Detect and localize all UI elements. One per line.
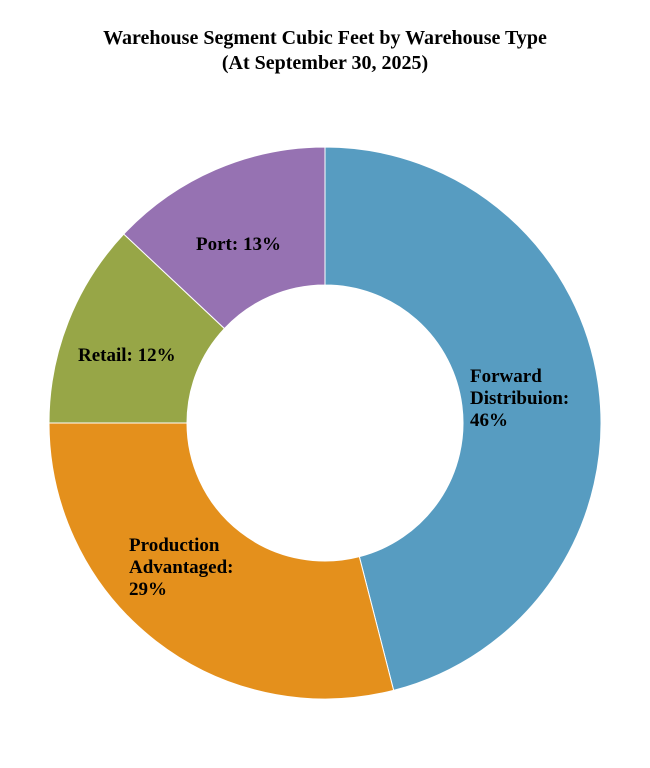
slice-label-0: Forward Distribuion: 46% [470, 366, 569, 431]
donut-labels: Forward Distribuion: 46% Production Advantag… [78, 234, 569, 600]
donut-slice-1 [48, 422, 395, 700]
slice-label-2: Retail: 12% [78, 345, 176, 366]
chart-title-block: Warehouse Segment Cubic Feet by Warehous… [0, 26, 650, 76]
chart-title: Warehouse Segment Cubic Feet by Warehous… [103, 27, 547, 49]
chart-subtitle: (At September 30, 2025) [221, 52, 429, 74]
slice-label-3: Port: 13% [196, 234, 281, 255]
donut-slice-0 [324, 146, 602, 691]
donut-slice-2 [48, 233, 226, 424]
slice-label-1: Production Advantaged: 29% [129, 535, 234, 600]
donut-slices [48, 146, 602, 700]
donut-slice-3 [123, 146, 326, 330]
